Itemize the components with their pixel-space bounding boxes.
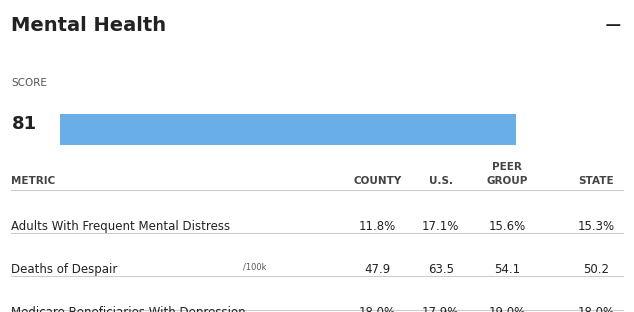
Text: 15.6%: 15.6% [489, 220, 526, 233]
Text: PEER: PEER [492, 162, 522, 172]
Text: Adults With Frequent Mental Distress: Adults With Frequent Mental Distress [11, 220, 231, 233]
Text: 19.0%: 19.0% [489, 306, 526, 312]
Text: 50.2: 50.2 [583, 263, 609, 276]
Text: 47.9: 47.9 [364, 263, 391, 276]
Text: 17.1%: 17.1% [422, 220, 459, 233]
Bar [60, 114, 516, 145]
Text: 15.3%: 15.3% [578, 220, 614, 233]
Text: /100k: /100k [243, 262, 266, 271]
Text: U.S.: U.S. [429, 176, 453, 186]
Text: METRIC: METRIC [11, 176, 56, 186]
Text: COUNTY: COUNTY [353, 176, 401, 186]
Text: Medicare Beneficiaries With Depression: Medicare Beneficiaries With Depression [11, 306, 246, 312]
Text: 54.1: 54.1 [494, 263, 521, 276]
Text: Deaths of Despair: Deaths of Despair [11, 263, 118, 276]
Text: 18.0%: 18.0% [578, 306, 614, 312]
Text: 81: 81 [11, 115, 37, 134]
Text: GROUP: GROUP [486, 176, 528, 186]
Text: 11.8%: 11.8% [359, 220, 396, 233]
Text: −: − [604, 16, 623, 36]
Text: 63.5: 63.5 [427, 263, 454, 276]
Text: 17.9%: 17.9% [422, 306, 459, 312]
Text: 18.0%: 18.0% [359, 306, 396, 312]
Text: STATE: STATE [578, 176, 614, 186]
Text: SCORE: SCORE [11, 78, 48, 88]
Text: Mental Health: Mental Health [11, 16, 167, 35]
